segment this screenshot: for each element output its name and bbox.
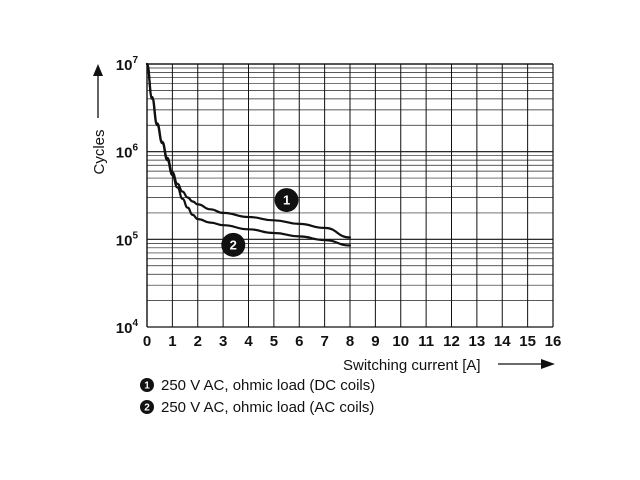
x-tick-label: 2 [194,333,202,350]
legend-marker-label: 1 [144,381,150,392]
series-line-2 [145,62,352,247]
x-tick-label: 13 [469,333,486,350]
series-marker-2: 2 [221,232,246,257]
legend-label: 250 V AC, ohmic load (DC coils) [161,377,375,394]
x-tick-label: 14 [494,333,511,350]
y-axis-title-group: Cycles [91,64,108,175]
x-tick-label: 12 [443,333,460,350]
legend-label: 250 V AC, ohmic load (AC coils) [161,399,374,416]
y-tick-base: 10 [116,57,133,74]
legend: 1 250 V AC, ohmic load (DC coils) 2 250 V A… [140,377,375,416]
legend-entry-1: 1 250 V AC, ohmic load (DC coils) [140,377,375,394]
x-axis-title-group: Switching current [A] [343,357,555,374]
x-tick-label: 9 [371,333,379,350]
series-marker-circle [274,188,299,213]
y-axis-arrow-head [93,64,103,76]
y-tick-base: 10 [116,320,133,337]
x-tick-label: 3 [219,333,227,350]
y-tick-exponent: 6 [132,143,138,154]
y-tick-label: 107 [116,55,139,74]
y-tick-exponent: 5 [132,230,138,241]
grid-major-lines [146,63,554,328]
legend-entry-2: 2 250 V AC, ohmic load (AC coils) [140,399,374,416]
series-marker-label: 2 [230,237,237,252]
series-layer [145,62,352,247]
y-tick-exponent: 4 [132,318,138,329]
x-tick-label: 0 [143,333,151,350]
x-tick-label: 5 [270,333,278,350]
legend-marker [140,378,154,392]
y-tick-label: 105 [116,230,139,249]
x-axis-title: Switching current [A] [343,357,481,374]
x-tick-label: 4 [244,333,253,350]
y-tick-label: 104 [116,318,139,337]
x-tick-label: 8 [346,333,354,350]
y-tick-base: 10 [116,232,133,249]
x-tick-label: 1 [168,333,176,350]
x-tick-labels: 0 1 2 3 4 5 6 7 8 9 10 11 12 13 14 15 16 [143,333,562,350]
series-marker-circle [221,232,246,257]
series-marker-1: 1 [274,188,299,213]
series-markers: 12 [221,188,299,257]
y-tick-exponent: 7 [132,55,138,66]
series-marker-label: 1 [283,193,290,208]
y-axis-title: Cycles [91,129,108,174]
legend-marker [140,400,154,414]
x-tick-label: 7 [320,333,328,350]
y-tick-label: 106 [116,143,139,162]
y-tick-base: 10 [116,145,133,162]
x-tick-label: 16 [545,333,562,350]
x-tick-label: 10 [392,333,409,350]
legend-marker-label: 2 [144,403,150,414]
x-tick-label: 11 [418,333,434,350]
x-tick-label: 15 [519,333,536,350]
x-axis-arrow-head [541,359,555,369]
x-tick-label: 6 [295,333,303,350]
